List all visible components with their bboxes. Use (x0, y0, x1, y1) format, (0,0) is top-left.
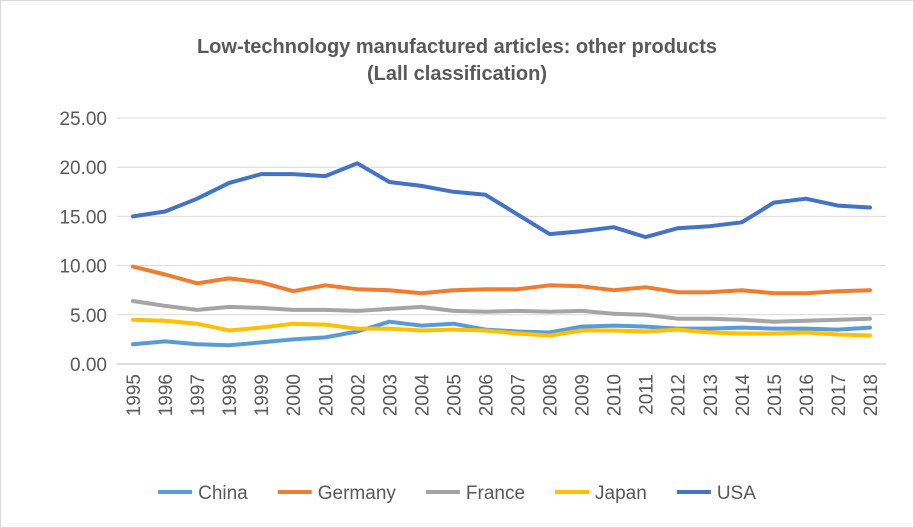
x-tick-label: 2000 (284, 374, 305, 416)
y-tick-label: 0.00 (70, 355, 107, 376)
x-tick-label: 1998 (220, 374, 241, 416)
chart-title-line-2: (Lall classification) (367, 63, 547, 85)
x-tick-label: 2004 (412, 374, 433, 417)
series-line-japan (131, 317, 872, 338)
y-tick-label: 10.00 (59, 257, 107, 278)
legend-item-usa: USA (676, 483, 756, 504)
x-tick-label: 2008 (541, 374, 562, 416)
x-tick-label: 2012 (669, 374, 690, 416)
x-tick-label: 2005 (444, 374, 465, 416)
legend-label: Japan (595, 483, 647, 504)
x-tick-label: 2003 (380, 374, 401, 416)
x-tick-label: 1997 (188, 374, 209, 416)
chart-title: Low-technology manufactured articles: ot… (197, 36, 717, 85)
series-lines (131, 161, 872, 348)
legend-item-japan: Japan (555, 483, 647, 504)
x-tick-label: 2007 (509, 374, 530, 416)
x-tick-label: 2006 (476, 374, 497, 416)
legend-item-china: China (158, 483, 248, 504)
legend-item-germany: Germany (277, 483, 397, 504)
x-tick-label: 2002 (348, 374, 369, 416)
legend-label: China (198, 483, 248, 504)
x-tick-label: 2010 (605, 374, 626, 416)
series-line-usa (131, 161, 872, 240)
y-tick-label: 20.00 (59, 158, 107, 179)
legend: China Germany France Japan USA (158, 483, 756, 504)
x-tick-label: 2009 (573, 374, 594, 416)
x-tick-label: 2011 (637, 374, 658, 415)
legend-label: Germany (318, 483, 397, 504)
x-tick-label: 1995 (124, 374, 145, 416)
y-axis: 0.00 5.00 10.00 15.00 20.00 25.00 (59, 109, 107, 376)
legend-label: USA (717, 483, 756, 504)
gridlines (117, 117, 886, 365)
x-tick-label: 2014 (733, 374, 754, 417)
x-tick-label: 2001 (316, 374, 337, 416)
x-axis: 1995 1996 1997 1998 1999 2000 2001 2002 2003 2004… (124, 374, 882, 417)
x-tick-label: 2016 (797, 374, 818, 416)
y-tick-label: 25.00 (59, 109, 107, 130)
x-tick-label: 2017 (829, 374, 850, 416)
legend-item-france: France (425, 483, 525, 504)
series-line-france (131, 299, 872, 324)
x-tick-label: 2013 (701, 374, 722, 416)
x-tick-label: 2018 (861, 374, 882, 416)
chart-title-line-1: Low-technology manufactured articles: ot… (197, 36, 717, 58)
x-tick-label: 2015 (765, 374, 786, 416)
legend-label: France (466, 483, 525, 504)
y-tick-label: 15.00 (59, 207, 107, 228)
x-tick-label: 1999 (252, 374, 273, 416)
y-tick-label: 5.00 (70, 306, 107, 327)
x-tick-label: 1996 (156, 374, 177, 416)
series-line-germany (131, 264, 872, 296)
